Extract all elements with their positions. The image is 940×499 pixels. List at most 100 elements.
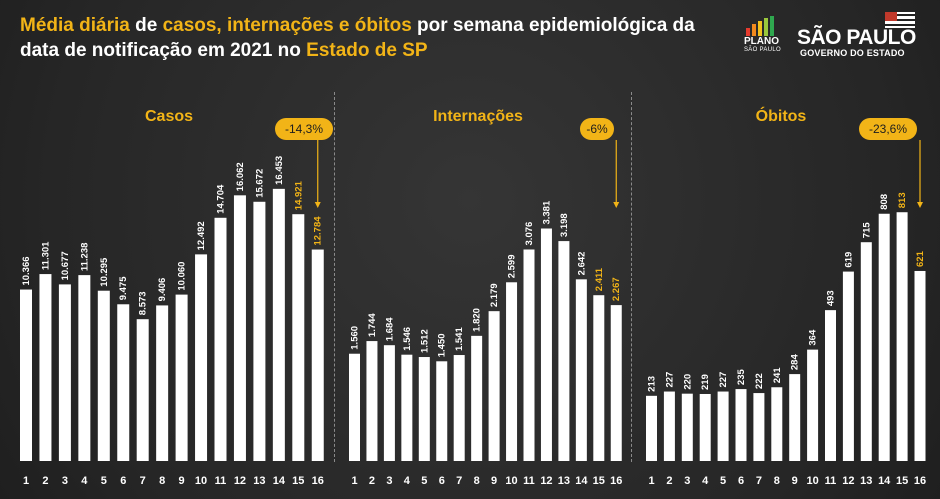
governo-sp-logo: SÃO PAULO GOVERNO DO ESTADO: [795, 12, 925, 62]
x-tick-label: 14: [878, 475, 891, 487]
bar-value-label: 3.076: [524, 222, 535, 246]
x-tick-label: 10: [806, 475, 818, 487]
bar: [663, 391, 675, 461]
bar-logo-icon: [746, 16, 774, 36]
bar: [914, 270, 926, 461]
x-tick-label: 8: [774, 475, 780, 487]
bar: [418, 357, 430, 461]
arrow-head-icon: [613, 202, 620, 208]
change-annotation-label: -14,3%: [285, 122, 323, 136]
x-tick-label: 11: [215, 475, 227, 487]
bar: [540, 228, 552, 461]
bar-value-label: 715: [861, 222, 872, 239]
x-tick-label: 5: [101, 475, 107, 487]
bar: [136, 319, 149, 461]
x-tick-label: 1: [23, 475, 29, 487]
x-tick-label: 16: [610, 475, 622, 487]
logo-plano-subtext: SÃO PAULO: [744, 47, 781, 53]
bar-value-label: 2.411: [594, 267, 605, 291]
bar-value-label: 1.541: [454, 327, 465, 351]
bar-value-label: 2.642: [576, 252, 587, 276]
title-part: Estado de SP: [306, 40, 428, 61]
bar: [789, 374, 801, 461]
x-tick-label: 13: [860, 475, 872, 487]
bar: [366, 341, 378, 461]
panel-divider: [631, 92, 632, 462]
x-tick-label: 6: [439, 475, 445, 487]
logo-plano-text: PLANO: [744, 36, 779, 47]
bar: [253, 201, 266, 461]
bar-value-label: 1.512: [419, 329, 430, 353]
bar-value-label: 10.677: [60, 251, 71, 280]
bar: [807, 349, 819, 461]
bar: [272, 188, 285, 461]
x-tick-label: 3: [62, 475, 68, 487]
bar-value-label: 220: [682, 374, 693, 390]
x-tick-label: 7: [456, 475, 462, 487]
bar-value-label: 1.560: [350, 326, 361, 350]
bar: [175, 294, 188, 461]
x-tick-label: 13: [558, 475, 570, 487]
change-annotation-label: -23,6%: [869, 122, 907, 136]
bar: [311, 249, 324, 461]
bar: [610, 305, 622, 461]
x-tick-label: 12: [234, 475, 246, 487]
bar-value-label: 9.406: [157, 278, 168, 302]
panel-title: Internações: [433, 108, 523, 125]
bar-value-label: 1.684: [384, 317, 395, 341]
panel-divider: [334, 92, 335, 462]
bar-value-label: 219: [700, 374, 711, 390]
bar-value-label: 1.546: [402, 327, 413, 351]
x-tick-label: 15: [292, 475, 304, 487]
logo-sp-subtext: GOVERNO DO ESTADO: [800, 48, 905, 58]
title-part: por semana epidemiológica da data de not…: [20, 15, 695, 61]
x-tick-label: 16: [312, 475, 324, 487]
bar: [558, 241, 570, 461]
bar-value-label: 10.366: [21, 256, 32, 285]
bar: [825, 310, 836, 461]
bar-value-label: 8.573: [138, 291, 149, 315]
bar-value-label: 213: [647, 376, 658, 392]
x-tick-label: 3: [386, 475, 392, 487]
x-tick-label: 9: [491, 475, 497, 487]
bar-value-label: 2.267: [611, 277, 622, 301]
change-annotation-label: -6%: [586, 122, 608, 136]
bar: [488, 311, 500, 461]
x-tick-label: 6: [738, 475, 744, 487]
x-tick-label: 11: [523, 475, 535, 487]
x-tick-label: 12: [540, 475, 552, 487]
title-part: de: [129, 15, 163, 36]
bar: [878, 213, 890, 461]
bar: [717, 391, 729, 461]
x-tick-label: 1: [648, 475, 654, 487]
bar: [753, 393, 765, 461]
bar-value-label: 2.179: [489, 283, 500, 307]
bar: [523, 249, 535, 461]
panel-title: Óbitos: [756, 106, 807, 125]
bar: [860, 242, 872, 461]
bar-value-label: 1.820: [472, 308, 483, 332]
bar: [896, 212, 908, 461]
bar-value-label: 2.599: [507, 255, 518, 279]
bar: [471, 335, 483, 461]
bar-value-label: 493: [826, 290, 837, 306]
plano-sao-paulo-logo: PLANO SÃO PAULO: [744, 16, 788, 60]
bar-value-label: 619: [843, 252, 854, 268]
chart-title: Média diária de casos, internações e óbi…: [20, 13, 720, 63]
x-tick-label: 6: [120, 475, 126, 487]
bar: [771, 387, 783, 461]
panel-title: Casos: [145, 108, 193, 125]
change-annotation-bubble: [580, 118, 614, 140]
x-tick-label: 13: [253, 475, 265, 487]
bar-value-label: 9.475: [118, 276, 129, 300]
x-tick-label: 5: [720, 475, 726, 487]
x-tick-label: 9: [179, 475, 185, 487]
x-tick-label: 2: [369, 475, 375, 487]
x-tick-label: 4: [404, 475, 411, 487]
x-tick-label: 10: [505, 475, 517, 487]
change-annotation-bubble: [859, 118, 917, 140]
title-part: Média diária: [20, 15, 130, 36]
bar-value-label: 12.492: [196, 221, 207, 250]
bar: [681, 393, 693, 461]
bar-value-label: 227: [718, 372, 729, 388]
